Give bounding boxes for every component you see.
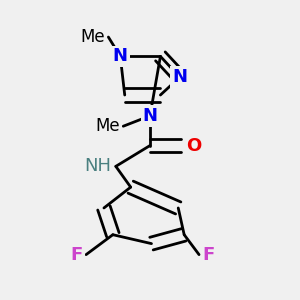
Text: F: F — [71, 246, 83, 264]
Text: Me: Me — [81, 28, 105, 46]
Text: NH: NH — [84, 157, 111, 175]
Text: Me: Me — [96, 117, 120, 135]
Text: N: N — [172, 68, 187, 86]
Text: N: N — [142, 107, 158, 125]
Text: F: F — [202, 246, 214, 264]
Text: O: O — [186, 136, 201, 154]
Text: N: N — [113, 47, 128, 65]
